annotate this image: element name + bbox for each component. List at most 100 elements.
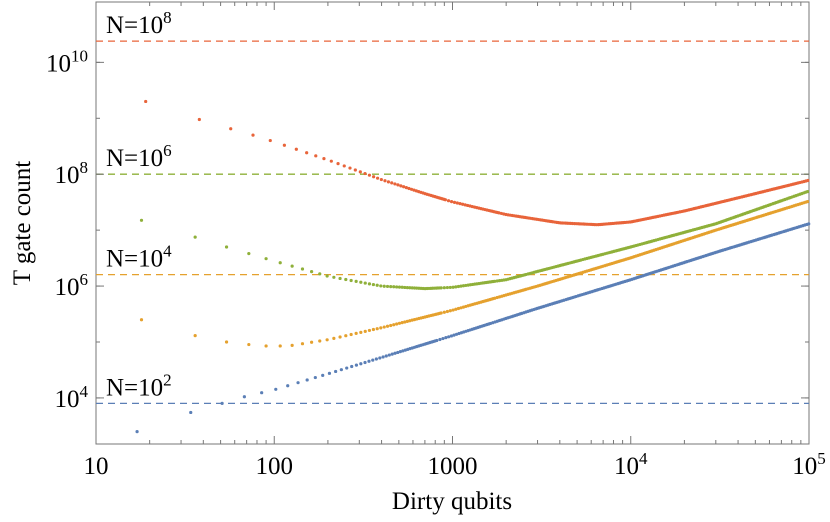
- data-point: [378, 356, 382, 360]
- data-point: [274, 387, 278, 391]
- data-point: [404, 186, 408, 190]
- y-tick-label: 1010: [46, 46, 88, 77]
- data-point: [443, 198, 447, 202]
- data-point: [805, 200, 810, 204]
- data-point: [444, 336, 448, 340]
- data-point: [354, 279, 358, 283]
- data-point: [389, 285, 393, 289]
- data-point: [332, 336, 336, 340]
- data-point: [268, 138, 272, 143]
- data-point: [372, 175, 376, 179]
- data-point: [363, 360, 367, 365]
- data-point: [310, 270, 314, 274]
- data-point: [493, 279, 497, 283]
- data-point: [371, 358, 375, 362]
- series-annotation: N=108: [106, 8, 172, 39]
- series-annotation: N=102: [106, 370, 172, 401]
- data-point: [400, 321, 404, 325]
- data-point: [305, 151, 309, 155]
- data-point: [313, 375, 317, 380]
- data-point: [461, 202, 465, 206]
- y-tick-label: 104: [55, 382, 89, 413]
- data-point: [325, 274, 329, 278]
- data-point: [459, 284, 463, 288]
- data-point: [390, 181, 394, 185]
- data-point: [382, 325, 386, 329]
- data-point: [144, 99, 148, 104]
- data-point: [336, 162, 340, 166]
- data-point: [449, 200, 454, 204]
- data-point: [135, 429, 139, 434]
- data-point: [448, 309, 452, 313]
- data-point: [379, 177, 383, 182]
- data-point: [805, 189, 810, 194]
- data-point: [342, 164, 346, 168]
- data-point: [374, 357, 378, 361]
- data-point: [305, 378, 309, 382]
- data-point: [401, 349, 405, 353]
- x-tick-label: 104: [614, 449, 648, 480]
- data-point: [358, 170, 362, 174]
- data-point: [445, 285, 449, 290]
- data-point: [338, 276, 342, 281]
- data-point: [396, 183, 400, 187]
- axis-ticks: 10 100 1000 104 105 104 106 108 1010: [46, 2, 826, 480]
- data-point: [310, 340, 314, 344]
- data-point: [379, 284, 383, 288]
- data-point: [327, 371, 332, 375]
- data-point: [405, 285, 409, 290]
- data-point: [363, 281, 367, 285]
- data-point: [807, 222, 811, 226]
- data-point: [359, 280, 363, 284]
- data-point: [396, 350, 400, 355]
- data-point: [139, 318, 144, 322]
- data-point: [224, 245, 229, 249]
- data-point: [442, 310, 446, 314]
- data-point: [242, 395, 246, 399]
- data-point: [385, 324, 390, 328]
- reference-lines: [96, 40, 809, 404]
- data-point: [363, 329, 367, 333]
- data-point: [334, 369, 338, 374]
- data-point: [387, 353, 391, 357]
- data-point: [439, 311, 443, 315]
- data-point: [446, 199, 451, 203]
- data-point: [139, 218, 144, 222]
- data-point: [456, 284, 461, 289]
- data-point: [344, 277, 348, 282]
- data-point: [403, 320, 407, 324]
- data-point: [367, 328, 372, 333]
- data-point: [405, 319, 409, 323]
- data-point: [403, 285, 407, 290]
- series-annotations: N=108 N=106 N=104 N=102: [106, 8, 172, 401]
- data-point: [260, 391, 264, 395]
- data-point: [189, 410, 193, 415]
- data-point: [407, 186, 411, 191]
- data-point: [442, 286, 446, 290]
- y-tick-label: 106: [55, 270, 89, 301]
- data-point: [445, 309, 449, 314]
- data-point: [454, 332, 459, 336]
- data-point: [435, 338, 439, 343]
- data-point: [220, 401, 224, 405]
- data-point: [264, 344, 268, 348]
- y-axis-label: T gate count: [9, 161, 36, 286]
- data-point: [392, 285, 396, 289]
- data-point: [294, 147, 298, 151]
- data-point: [318, 272, 322, 276]
- data-point: [350, 364, 354, 369]
- data-point: [353, 168, 357, 172]
- data-point: [390, 352, 394, 356]
- data-point: [459, 306, 463, 310]
- data-point: [448, 285, 452, 290]
- data-point: [438, 337, 442, 342]
- data-point: [359, 362, 363, 366]
- data-point: [439, 286, 443, 290]
- data-point: [392, 323, 396, 327]
- data-point: [338, 335, 342, 339]
- data-point: [296, 381, 300, 385]
- data-point: [454, 285, 458, 289]
- data-point: [247, 342, 251, 347]
- data-point: [367, 282, 372, 286]
